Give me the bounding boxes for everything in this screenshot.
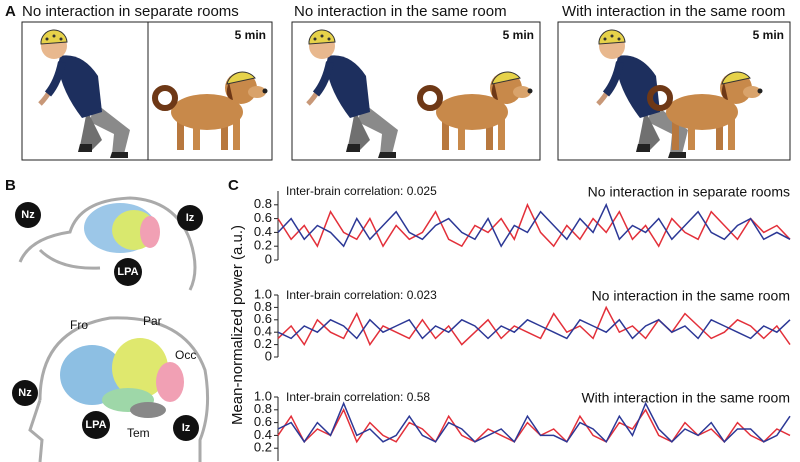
y-tick-label: 0.6: [254, 210, 272, 225]
panel-label: B: [5, 177, 16, 194]
electrode-label: Nz: [21, 209, 35, 221]
y-tick-label: 0.6: [254, 311, 272, 326]
annotation: Inter-brain correlation: 0.025: [286, 184, 437, 198]
scene-title: No interaction in separate rooms: [22, 3, 239, 20]
scene-box: [557, 21, 791, 161]
chart-title: No interaction in the same room: [592, 288, 790, 304]
panel-label: C: [228, 177, 239, 194]
chart-title: With interaction in the same room: [581, 390, 790, 406]
y-tick-label: 0.2: [254, 440, 272, 455]
dog: [420, 72, 533, 150]
y-tick-label: 0.4: [254, 224, 272, 239]
y-tick-label: 0: [265, 251, 272, 266]
dog-head: [18, 196, 197, 291]
person: [40, 30, 130, 158]
electrode: [82, 411, 110, 439]
region-label: Tem: [127, 426, 150, 440]
electrode-label: Iz: [186, 212, 195, 224]
person: [308, 30, 398, 158]
scene-title: With interaction in the same room: [562, 3, 785, 20]
electrode-label: Iz: [182, 422, 191, 434]
series-line: [277, 318, 791, 340]
brain-region: [112, 338, 168, 398]
region-label: Fro: [70, 318, 88, 332]
y-tick-label: 0.8: [254, 196, 272, 211]
electrode-label: Nz: [18, 387, 32, 399]
cerebellum: [130, 402, 166, 418]
y-tick-label: 1.0: [254, 388, 272, 403]
series-line: [277, 401, 791, 444]
electrode: [12, 380, 38, 406]
chart-title: No interaction in separate rooms: [588, 184, 790, 200]
series-line: [277, 305, 791, 347]
duration: 5 min: [503, 28, 534, 42]
annotation: Inter-brain correlation: 0.58: [286, 390, 430, 404]
brain-region: [60, 345, 124, 405]
brain-region: [140, 216, 160, 248]
electrode: [114, 258, 142, 286]
y-tick-label: 0: [265, 348, 272, 363]
y-tick-label: 0.8: [254, 299, 272, 314]
y-tick-label: 0.4: [254, 324, 272, 339]
y-tick-label: 0.2: [254, 238, 272, 253]
y-tick-label: 0.4: [254, 427, 272, 442]
scene-title: No interaction in the same room: [294, 3, 507, 20]
scene-box: [21, 21, 273, 161]
electrode-label: LPA: [117, 266, 138, 278]
electrode: [15, 202, 41, 228]
annotation: Inter-brain correlation: 0.023: [286, 288, 437, 302]
y-tick-label: 0.6: [254, 414, 272, 429]
y-tick-label: 0.8: [254, 401, 272, 416]
dog: [155, 72, 268, 150]
brain-region: [156, 362, 184, 402]
duration: 5 min: [235, 28, 266, 42]
y-axis-label: Mean-normalized power (a.u.): [229, 225, 246, 425]
electrode: [173, 415, 199, 441]
scene-box: [291, 21, 541, 161]
dog: [650, 72, 763, 150]
electrode: [177, 205, 203, 231]
electrode-label: LPA: [85, 419, 106, 431]
series-line: [277, 202, 791, 248]
y-tick-label: 1.0: [254, 286, 272, 301]
region-label: Occ: [175, 348, 196, 362]
panel-label: A: [5, 3, 16, 20]
y-tick-label: 0.2: [254, 336, 272, 351]
region-label: Par: [143, 314, 162, 328]
series-line: [277, 202, 791, 248]
human-head: [28, 316, 210, 462]
duration: 5 min: [753, 28, 784, 42]
